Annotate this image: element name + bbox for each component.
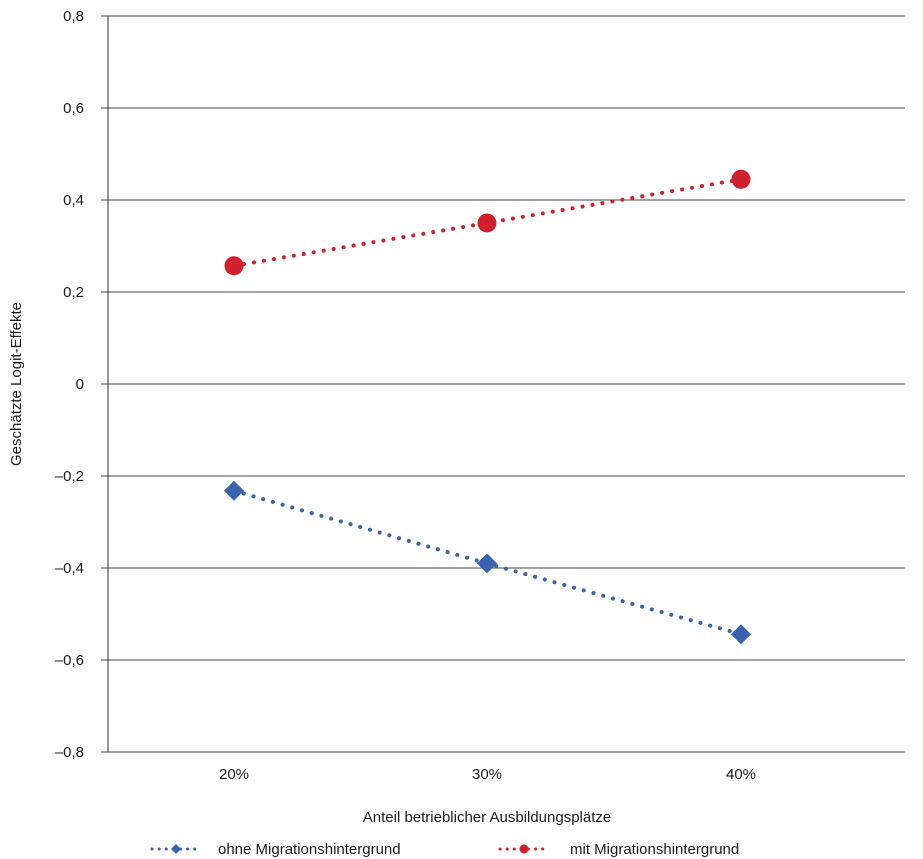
y-tick-label: –0,6 [55,652,84,669]
y-axis-title: Geschätzte Logit-Effekte [8,302,25,466]
series-layer [224,169,751,645]
legend: ohne Migrationshintergrund mit Migrations… [150,841,739,858]
legend-label: mit Migrationshintergrund [570,841,739,858]
legend-label: ohne Migrationshintergrund [218,841,401,858]
y-tick-label: 0,4 [63,192,84,209]
y-tick-label: 0,8 [63,8,84,25]
data-point-circle [224,256,244,276]
legend-swatch-circle [519,844,529,854]
data-point-circle [477,213,497,233]
y-tick-labels: 0,8 0,6 0,4 0,2 0 –0,2 –0,4 –0,6 –0,8 [55,8,84,761]
series-ohne [224,480,751,645]
x-axis-title: Anteil betrieblicher Ausbildungsplätze [363,809,612,826]
legend-swatch-diamond [171,844,181,854]
data-point-diamond [477,553,497,574]
data-point-diamond [731,624,751,645]
y-tick-label: 0 [76,376,84,393]
series-mit [224,169,751,276]
grid-lines [101,15,905,753]
data-point-diamond [224,480,244,501]
data-point-circle [731,169,751,189]
x-tick-label: 30% [472,766,502,783]
x-tick-label: 20% [219,766,249,783]
y-tick-label: 0,6 [63,100,84,117]
legend-item: mit Migrationshintergrund [498,841,739,858]
y-tick-label: 0,2 [63,284,84,301]
x-tick-label: 40% [726,766,756,783]
legend-item: ohne Migrationshintergrund [150,841,401,858]
y-tick-label: –0,2 [55,468,84,485]
y-tick-label: –0,4 [55,560,84,577]
x-tick-labels: 20% 30% 40% [219,766,756,783]
y-tick-label: –0,8 [55,744,84,761]
